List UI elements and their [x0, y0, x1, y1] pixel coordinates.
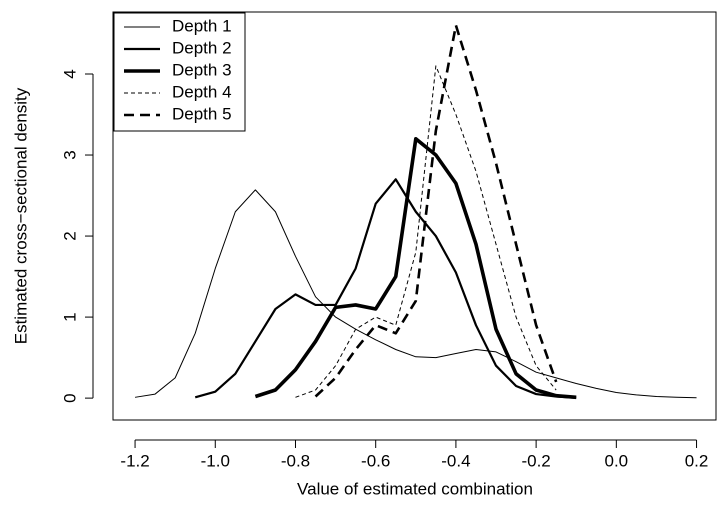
x-tick-label: -0.4: [441, 451, 470, 470]
plot-frame: [112, 11, 717, 421]
y-tick-label: 4: [60, 69, 79, 78]
x-tick-label: -1.0: [201, 451, 230, 470]
y-tick-label: 0: [60, 393, 79, 402]
legend-label: Depth 1: [172, 16, 232, 35]
x-axis-label: Value of estimated combination: [297, 479, 533, 498]
x-tick-label: -0.2: [521, 451, 550, 470]
legend-label: Depth 5: [172, 104, 232, 123]
x-tick-label: -1.2: [120, 451, 149, 470]
x-tick-label: -0.6: [361, 451, 390, 470]
density-line: [134, 189, 697, 399]
x-tick-label: -0.8: [281, 451, 310, 470]
y-tick-label: 1: [60, 312, 79, 321]
density-line: [295, 65, 557, 398]
density-line: [194, 178, 577, 399]
legend-label: Depth 3: [172, 60, 232, 79]
x-tick-label: 0.0: [605, 451, 629, 470]
density-line: [314, 24, 558, 398]
y-tick-label: 2: [60, 231, 79, 240]
legend-label: Depth 4: [172, 82, 232, 101]
y-axis-label: Estimated cross−sectional density: [11, 87, 30, 344]
y-tick-label: 3: [60, 150, 79, 159]
x-tick-label: 0.2: [685, 451, 709, 470]
legend-label: Depth 2: [172, 38, 232, 57]
density-line: [254, 137, 577, 400]
